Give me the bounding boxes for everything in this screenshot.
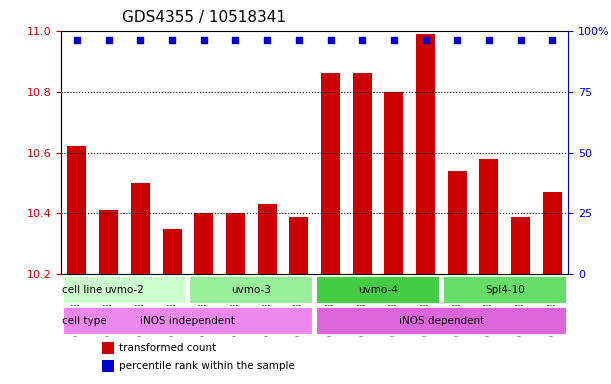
FancyBboxPatch shape <box>316 307 566 335</box>
Bar <box>101 360 114 372</box>
Point <box>294 37 304 43</box>
Bar <box>384 92 403 275</box>
Point <box>452 37 462 43</box>
Point <box>199 37 208 43</box>
Bar <box>226 214 245 275</box>
Point <box>136 37 145 43</box>
FancyBboxPatch shape <box>63 276 186 304</box>
Bar <box>511 217 530 275</box>
Bar <box>543 192 562 275</box>
Point <box>484 37 494 43</box>
Bar <box>416 34 435 275</box>
Text: uvmo-4: uvmo-4 <box>358 285 398 295</box>
Bar <box>258 204 277 275</box>
Bar <box>321 73 340 275</box>
Point <box>389 37 399 43</box>
FancyBboxPatch shape <box>443 276 566 304</box>
Text: cell type: cell type <box>62 316 107 326</box>
Bar <box>448 171 467 275</box>
Bar <box>480 159 499 275</box>
Point <box>262 37 272 43</box>
Text: cell line: cell line <box>62 285 103 295</box>
FancyBboxPatch shape <box>316 276 440 304</box>
FancyBboxPatch shape <box>189 276 313 304</box>
Point <box>230 37 240 43</box>
FancyBboxPatch shape <box>63 307 313 335</box>
Bar <box>353 73 371 275</box>
Bar <box>67 146 87 275</box>
Bar <box>101 343 114 354</box>
Text: transformed count: transformed count <box>119 343 217 353</box>
Bar <box>194 214 213 275</box>
Point <box>72 37 82 43</box>
Point <box>547 37 557 43</box>
Text: uvmo-3: uvmo-3 <box>232 285 271 295</box>
Text: iNOS dependent: iNOS dependent <box>399 316 484 326</box>
Point <box>167 37 177 43</box>
Text: iNOS independent: iNOS independent <box>141 316 235 326</box>
Point <box>104 37 114 43</box>
Bar <box>290 217 309 275</box>
Point <box>516 37 525 43</box>
Bar <box>131 183 150 275</box>
Bar <box>163 229 181 275</box>
Bar <box>99 210 118 275</box>
Text: GDS4355 / 10518341: GDS4355 / 10518341 <box>122 10 286 25</box>
Text: Spl4-10: Spl4-10 <box>485 285 525 295</box>
Point <box>357 37 367 43</box>
Point <box>326 37 335 43</box>
Text: uvmo-2: uvmo-2 <box>104 285 144 295</box>
Point <box>421 37 431 43</box>
Text: percentile rank within the sample: percentile rank within the sample <box>119 361 295 371</box>
